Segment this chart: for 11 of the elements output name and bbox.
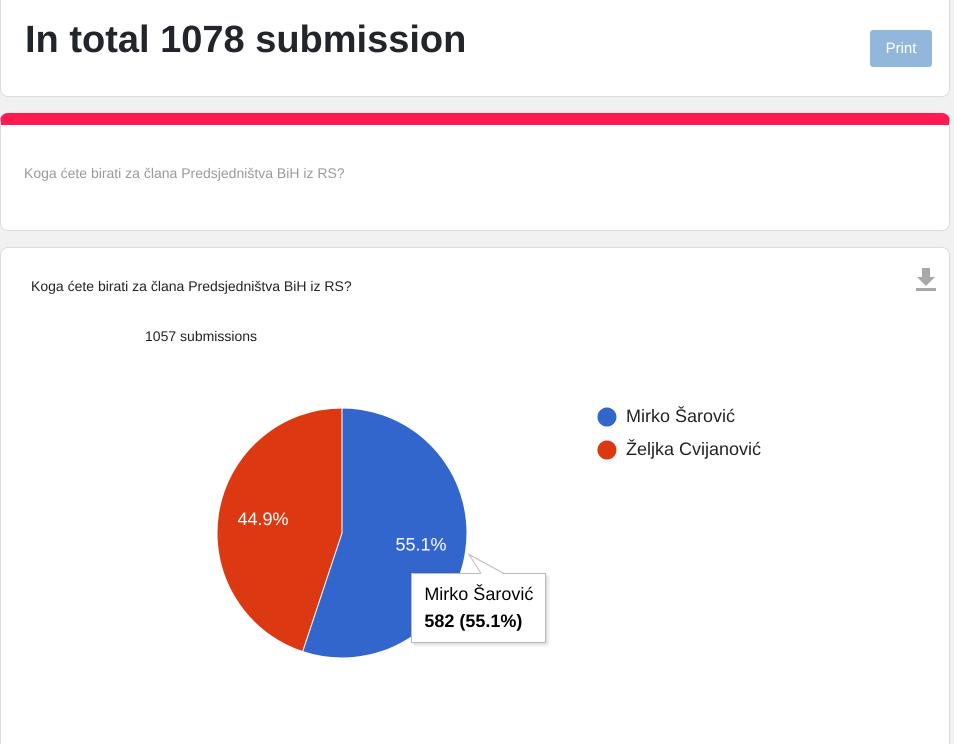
text: Koga ćete birati za člana Predsjedništva BiH iz RS? (24, 165, 345, 181)
slice-label: Mirko Šarović (424, 582, 534, 606)
text: 582 (55.1%) (424, 610, 522, 631)
chart-subtitle: 1057 submissions (145, 328, 258, 344)
data-label: 44.9% (237, 509, 289, 530)
chart-title: Koga ćete birati za člana Predsjedništva BiH iz RS? (31, 278, 352, 294)
data-label: 55.1% (395, 534, 446, 555)
legend-label: Mirko Šarović (626, 406, 735, 426)
legend-label: Željka Cvijanović (626, 438, 762, 459)
print-button: Print (870, 30, 932, 67)
text: In total 1078 submission (25, 19, 466, 62)
